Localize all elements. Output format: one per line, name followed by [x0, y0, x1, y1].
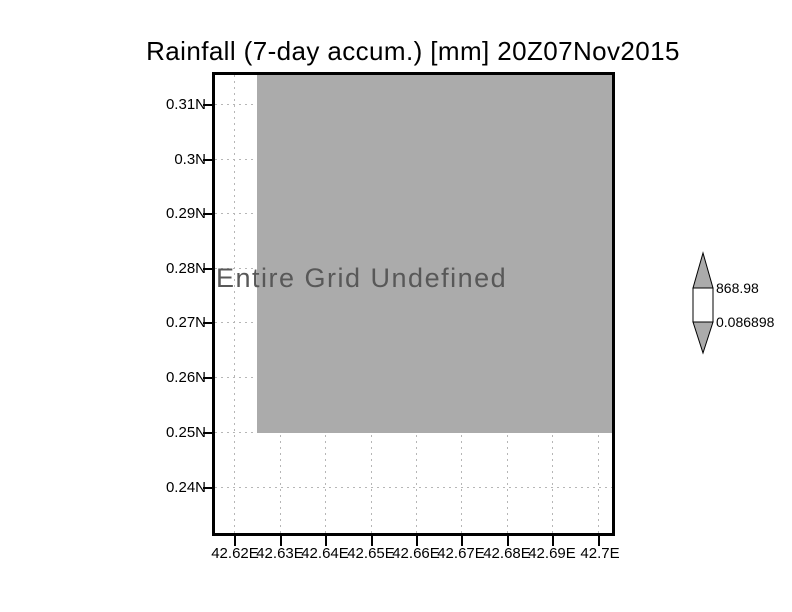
x-axis-tick — [325, 534, 327, 546]
y-axis-tick-label: 0.29N — [165, 205, 206, 222]
undefined-data-region — [257, 75, 613, 433]
x-axis-tick-label: 42.69E — [528, 545, 576, 562]
colorbar-max-label: 868.98 — [716, 280, 759, 296]
y-axis-tick — [203, 377, 214, 379]
y-axis-tick — [203, 322, 214, 324]
x-axis-tick-label: 42.64E — [301, 545, 349, 562]
x-axis-tick — [234, 534, 236, 546]
x-axis-tick-label: 42.66E — [392, 545, 440, 562]
x-axis-tick-label: 42.63E — [256, 545, 304, 562]
y-axis-tick-label: 0.25N — [165, 424, 206, 441]
x-axis-tick-label: 42.65E — [347, 545, 395, 562]
x-axis-tick — [280, 534, 282, 546]
colorbar-min-label: 0.086898 — [716, 314, 775, 330]
y-axis-tick — [203, 213, 214, 215]
y-axis-tick-label: 0.26N — [165, 369, 206, 386]
y-axis-tick — [203, 159, 214, 161]
y-axis-tick — [203, 487, 214, 489]
colorbar-arrow-icon — [692, 251, 714, 355]
x-axis-tick-label: 42.67E — [437, 545, 485, 562]
x-axis-tick-label: 42.68E — [483, 545, 531, 562]
gridline-vertical — [234, 75, 235, 533]
y-axis-tick-label: 0.28N — [165, 260, 206, 277]
status-text: Entire Grid Undefined — [216, 263, 508, 293]
y-axis-tick-label: 0.24N — [165, 479, 206, 496]
x-axis-tick — [416, 534, 418, 546]
x-axis-tick-label: 42.7E — [580, 545, 620, 562]
y-axis-tick-label: 0.27N — [165, 314, 206, 331]
y-axis-tick — [203, 432, 214, 434]
y-axis-tick-label: 0.31N — [165, 96, 206, 113]
y-axis-tick — [203, 268, 214, 270]
chart-title: Rainfall (7-day accum.) [mm] 20Z07Nov201… — [146, 36, 680, 66]
x-axis-tick — [507, 534, 509, 546]
x-axis-tick — [461, 534, 463, 546]
y-axis-tick — [203, 104, 214, 106]
gridline-horizontal — [215, 487, 612, 488]
x-axis-tick — [371, 534, 373, 546]
x-axis-tick — [552, 534, 554, 546]
x-axis-tick-label: 42.62E — [211, 545, 259, 562]
y-axis-tick-label: 0.3N — [174, 151, 206, 168]
x-axis-tick — [598, 534, 600, 546]
